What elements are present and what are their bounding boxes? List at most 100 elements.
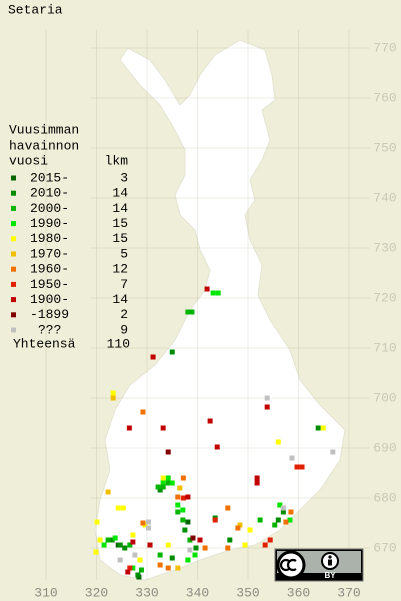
legend-count: 12	[112, 262, 128, 277]
legend-label: 2010-	[30, 186, 69, 201]
y-tick-label: 740	[373, 190, 396, 205]
observation-point	[160, 425, 166, 431]
observation-point	[202, 545, 208, 551]
legend-swatch	[11, 251, 16, 257]
legend-count: 7	[120, 277, 128, 292]
observation-point	[138, 567, 144, 573]
legend-swatch	[11, 266, 16, 272]
count-header: lkm	[105, 153, 129, 168]
x-tick-label: 320	[85, 585, 108, 600]
legend-swatch	[11, 327, 16, 333]
by-body	[328, 559, 332, 566]
observation-point	[112, 535, 118, 541]
legend-swatch	[11, 190, 16, 196]
observation-point	[280, 509, 286, 515]
observation-point	[105, 489, 111, 495]
observation-point	[94, 519, 100, 525]
observation-point	[137, 557, 143, 563]
observation-point	[264, 404, 270, 410]
observation-point	[185, 519, 191, 525]
observation-point	[130, 565, 136, 571]
observation-point	[193, 545, 199, 551]
legend-label: 1950-	[30, 277, 69, 292]
observation-point	[283, 519, 289, 525]
observation-point	[289, 455, 295, 461]
legend-count: 2	[120, 307, 128, 322]
legend-label: -1899	[30, 307, 69, 322]
observation-point	[247, 527, 253, 533]
observation-point	[275, 439, 281, 445]
y-tick-label: 730	[373, 240, 396, 255]
observation-point	[157, 487, 163, 493]
observation-point	[275, 517, 281, 523]
observation-point	[320, 425, 326, 431]
observation-point	[169, 480, 175, 486]
observation-point	[146, 525, 152, 531]
observation-point	[160, 484, 166, 490]
observation-point	[130, 539, 136, 545]
observation-point	[169, 555, 175, 561]
observation-point	[109, 537, 115, 543]
observation-point	[165, 449, 171, 455]
observation-point	[262, 542, 268, 548]
observation-point	[175, 494, 181, 500]
observation-point	[110, 390, 116, 396]
observation-point	[254, 480, 260, 486]
observation-point	[101, 542, 107, 548]
y-tick-label: 680	[373, 490, 396, 505]
observation-point	[257, 517, 263, 523]
observation-point	[227, 537, 233, 543]
observation-point	[160, 479, 166, 485]
y-tick-label: 770	[373, 40, 396, 55]
observation-point	[267, 537, 273, 543]
observation-point	[155, 484, 161, 490]
legend-swatch	[11, 175, 16, 181]
legend-label: ???	[38, 322, 61, 337]
y-tick-label: 760	[373, 90, 396, 105]
observation-point	[127, 565, 133, 571]
observation-point	[105, 537, 111, 543]
observation-point	[110, 395, 116, 401]
observation-point	[242, 542, 248, 548]
observation-point	[165, 542, 171, 548]
observation-point	[264, 395, 270, 401]
x-tick-label: 350	[236, 585, 259, 600]
observation-point	[127, 542, 133, 548]
total-label: Yhteensä	[13, 336, 76, 351]
observation-point	[169, 349, 175, 355]
cc-icon	[276, 550, 306, 580]
total-value: 110	[107, 336, 130, 351]
observation-point	[182, 527, 188, 533]
observation-point	[180, 507, 186, 513]
observation-point	[125, 569, 131, 575]
observation-point	[180, 517, 186, 523]
observation-point	[299, 464, 305, 470]
observation-point	[180, 475, 186, 481]
y-tick-label: 710	[373, 340, 396, 355]
country-outline	[94, 39, 346, 581]
legend-label: 1980-	[30, 231, 69, 246]
observation-point	[237, 522, 243, 528]
observation-point	[175, 565, 181, 571]
legend-label: 2015-	[30, 170, 69, 185]
observation-point	[147, 542, 153, 548]
legend-count: 15	[112, 216, 128, 231]
x-tick-label: 310	[34, 585, 57, 600]
observation-point	[277, 502, 283, 508]
observations	[93, 286, 336, 580]
legend-swatch	[11, 236, 16, 242]
observation-point	[287, 517, 293, 523]
observation-point	[189, 309, 195, 315]
legend-swatch	[11, 221, 16, 227]
observation-point	[288, 509, 294, 515]
legend-title: havainnon	[9, 138, 79, 153]
observation-point	[115, 505, 121, 511]
y-tick-label: 720	[373, 290, 396, 305]
map-title: Setaria	[8, 2, 63, 17]
observation-point	[130, 532, 136, 538]
legend-label: 2000-	[30, 201, 69, 216]
observation-point	[120, 505, 126, 511]
observation-point	[294, 464, 300, 470]
observation-point	[185, 494, 191, 500]
